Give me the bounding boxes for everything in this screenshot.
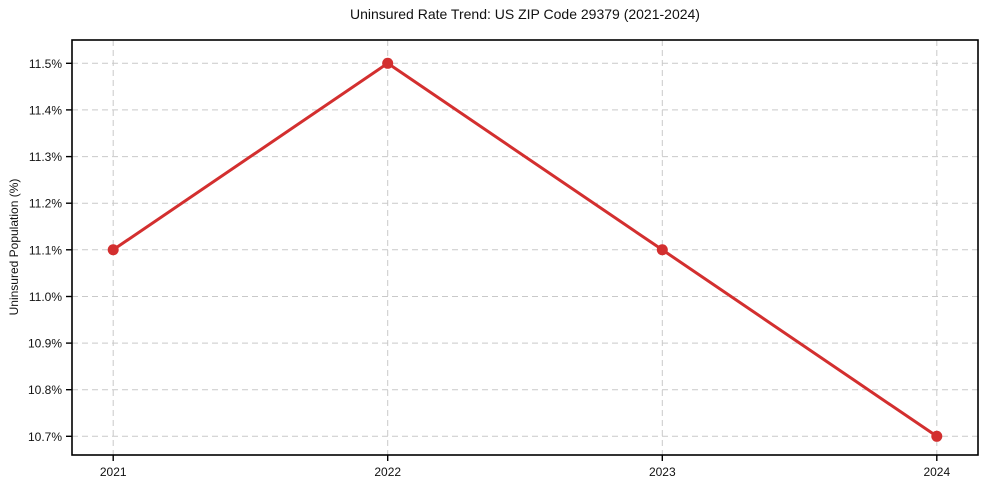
trend-line [111, 61, 939, 438]
x-tick-label: 2021 [100, 465, 127, 479]
data-point-marker [656, 244, 668, 256]
y-tick-label: 11.2% [29, 197, 62, 211]
y-tick-label: 10.8% [28, 383, 62, 397]
y-tick-label: 11.4% [29, 103, 62, 117]
x-tick-label: 2023 [649, 465, 676, 479]
x-tick-label: 2024 [923, 465, 950, 479]
y-tick-label: 10.7% [28, 430, 62, 444]
x-tick-label: 2022 [374, 465, 401, 479]
data-point-marker [382, 57, 394, 69]
y-tick-label: 10.9% [28, 337, 62, 351]
y-tick-label: 11.0% [29, 290, 62, 304]
y-tick-label: 11.3% [29, 150, 62, 164]
y-tick-label: 11.1% [29, 243, 62, 257]
data-point-marker [931, 430, 943, 442]
chart-title: Uninsured Rate Trend: US ZIP Code 29379 … [350, 6, 700, 22]
data-point-marker [107, 244, 119, 256]
y-axis-label: Uninsured Population (%) [7, 178, 21, 316]
y-tick-label: 11.5% [29, 57, 62, 71]
plot-frame [71, 39, 979, 456]
